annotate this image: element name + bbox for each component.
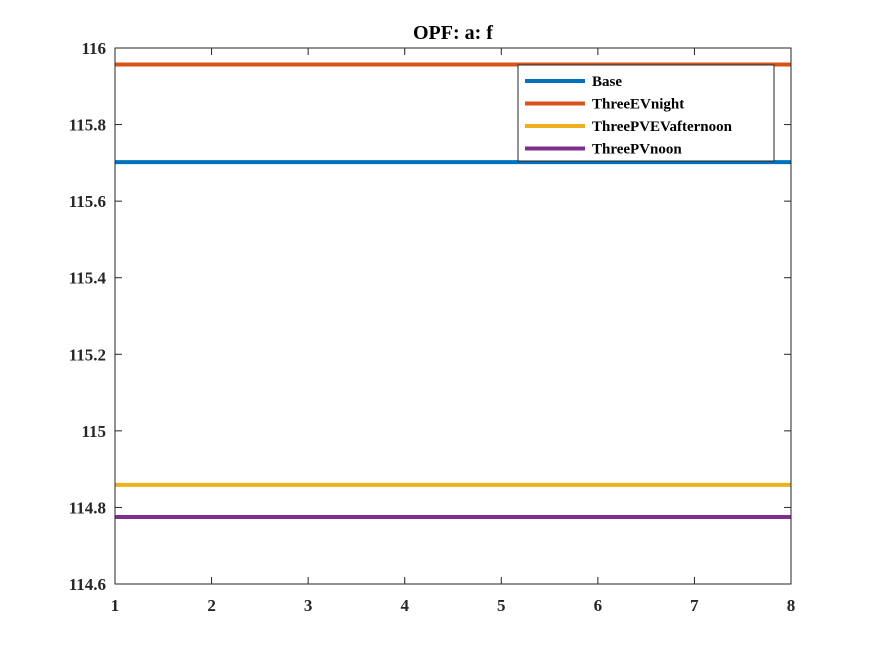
x-tick-label: 5: [497, 596, 506, 615]
x-tick-label: 4: [400, 596, 409, 615]
y-tick-label: 115.4: [69, 269, 107, 288]
x-tick-label: 2: [207, 596, 216, 615]
x-tick-label: 6: [594, 596, 603, 615]
y-tick-label: 114.8: [69, 498, 106, 517]
chart-title: OPF: a: f: [413, 22, 493, 44]
y-tick-label: 115.6: [69, 192, 106, 211]
legend-label-threepvnoon: ThreePVnoon: [592, 142, 682, 158]
y-tick-label: 115.8: [69, 116, 106, 135]
x-tick-label: 7: [690, 596, 699, 615]
legend-label-threepvevafternoon: ThreePVEVafternoon: [592, 119, 733, 135]
y-tick-label: 115: [81, 422, 106, 441]
axes-layer: 1 2 3 4 5 6 7 8 114.6 114.8 115 115.2 115.4 115.6 115.…: [69, 39, 796, 615]
y-tick-label: 116: [81, 39, 106, 58]
legend-label-threeevnight: ThreeEVnight: [592, 97, 684, 113]
axes-box: [114, 47, 792, 585]
y-tick-label: 115.2: [69, 345, 106, 364]
x-tick-label: 8: [787, 596, 796, 615]
legend-label-base: Base: [592, 74, 622, 90]
x-tick-label: 1: [111, 596, 120, 615]
legend: Base ThreeEVnight ThreePVEVafternoon ThreeP…: [517, 64, 775, 162]
x-tick-label: 3: [304, 596, 313, 615]
series-layer: [115, 62, 791, 519]
y-tick-label: 114.6: [69, 575, 106, 594]
